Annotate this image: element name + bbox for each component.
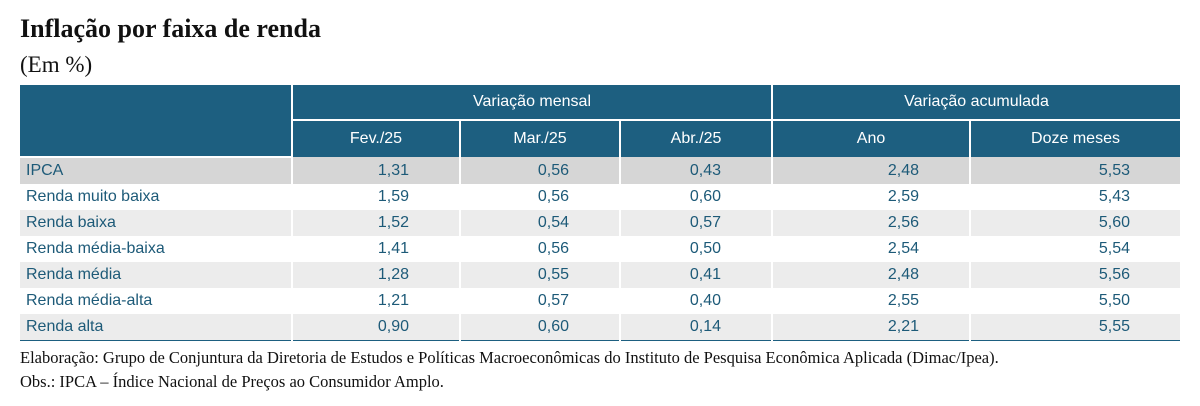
column-header: Abr./25 (618, 120, 773, 157)
cell: 5,56 (969, 262, 1181, 288)
cell: 1,41 (291, 236, 460, 262)
cell: 1,59 (291, 184, 460, 210)
cell: 5,50 (969, 288, 1181, 314)
cell: 0,56 (459, 184, 620, 210)
corner (20, 85, 292, 158)
note: Obs.: IPCA – Índice Nacional de Preços a… (20, 372, 444, 391)
group-header: Variação acumulada (771, 85, 1181, 121)
cell: 0,54 (459, 210, 620, 236)
cell: 5,55 (969, 314, 1181, 341)
cell: 2,59 (771, 184, 971, 210)
cell: 2,48 (771, 262, 971, 288)
cell: 2,56 (771, 210, 971, 236)
row-label: Renda muito baixa (26, 188, 160, 205)
row-label: Renda baixa (20, 210, 292, 236)
title: Inflação por faixa de renda (20, 14, 321, 43)
subtitle: (Em %) (20, 52, 93, 77)
cell: 5,60 (969, 210, 1181, 236)
table-row: IPCA 1,31 0,56 0,43 2,48 5,53 (20, 157, 1181, 184)
cell: 2,54 (771, 236, 971, 262)
cell: 0,57 (459, 288, 620, 314)
column-row: Fev./25 Mar./25 Abr./25 Ano Doze meses (20, 120, 1181, 157)
cell: 1,21 (291, 288, 460, 314)
cell: 0,41 (618, 262, 773, 288)
table-row: Renda baixa 1,52 0,54 0,57 2,56 5,60 (20, 210, 1181, 236)
cell: 5,43 (969, 184, 1181, 210)
cell: 1,52 (291, 210, 460, 236)
column-header: Doze meses (969, 120, 1181, 157)
cell: 0,60 (459, 314, 620, 341)
row-label: Renda alta (20, 314, 292, 341)
notes: Elaboração: Grupo de Conjuntura da Diret… (20, 346, 999, 394)
row-label: IPCA (20, 157, 292, 184)
row-label: Renda média-alta (26, 292, 153, 309)
table-row: Renda alta 0,90 0,60 0,14 2,21 5,55 (20, 314, 1181, 341)
column-header: Ano (771, 120, 971, 157)
cell: 2,55 (771, 288, 971, 314)
row-label: Renda média-baixa (26, 240, 165, 257)
cell: 0,57 (618, 210, 773, 236)
cell: 0,90 (291, 314, 460, 341)
column-header: Fev./25 (291, 120, 460, 157)
group-header: Variação mensal (290, 85, 773, 121)
cell: 5,53 (969, 157, 1181, 184)
cell: 0,55 (459, 262, 620, 288)
cell: 0,56 (459, 157, 620, 184)
table-row: Renda muito baixa 1,59 0,56 0,60 2,59 5,43 (20, 184, 1181, 210)
cell: 1,28 (291, 262, 460, 288)
cell: 0,60 (618, 184, 773, 210)
group-row: Variação mensal Variação acumulada (20, 85, 1181, 158)
table-body: IPCA 1,31 0,56 0,43 2,48 5,53 Renda muito baix… (20, 157, 1181, 341)
table-row: Renda média-baixa 1,41 0,56 0,50 2,54 5,54 (20, 236, 1181, 262)
cell: 0,50 (618, 236, 773, 262)
table: Variação mensal Variação acumulada Fev./… (20, 85, 1181, 341)
row-label: Renda média (20, 262, 292, 288)
cell: 0,14 (618, 314, 773, 341)
table-row: Renda média 1,28 0,55 0,41 2,48 5,56 (20, 262, 1181, 288)
note: Elaboração: Grupo de Conjuntura da Diret… (20, 348, 999, 367)
cell: 2,21 (771, 314, 971, 341)
cell: 1,31 (291, 157, 460, 184)
cell: 2,48 (771, 157, 971, 184)
cell: 5,54 (969, 236, 1181, 262)
cell: 0,56 (459, 236, 620, 262)
column-header: Mar./25 (459, 120, 620, 157)
table-row: Renda média-alta 1,21 0,57 0,40 2,55 5,50 (20, 288, 1181, 314)
cell: 0,43 (618, 157, 773, 184)
cell: 0,40 (618, 288, 773, 314)
